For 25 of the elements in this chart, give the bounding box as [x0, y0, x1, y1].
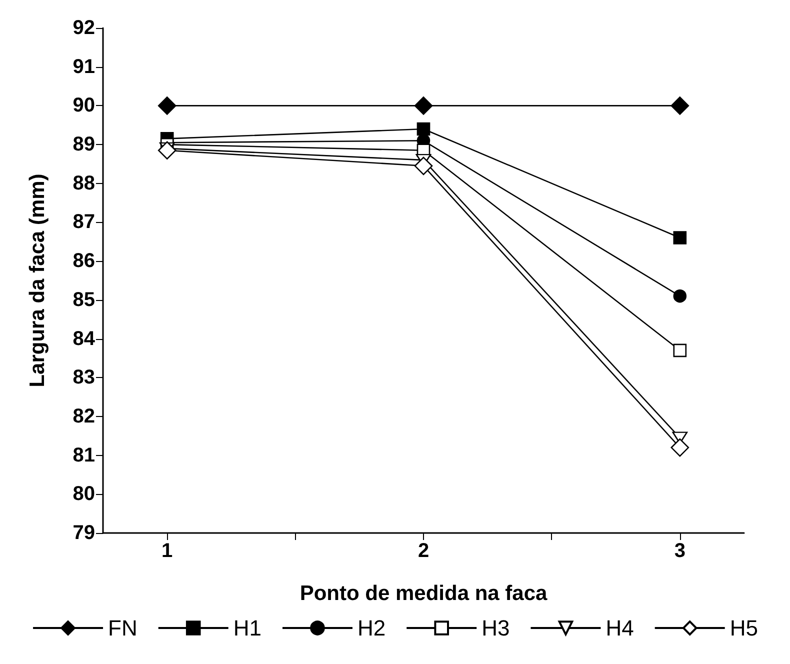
y-tick-label: 86: [72, 250, 95, 272]
legend-label: FN: [108, 616, 138, 640]
legend-label: H1: [233, 616, 262, 640]
y-tick-label: 90: [72, 94, 95, 117]
legend-label: H2: [357, 616, 386, 640]
y-tick-label: 92: [72, 17, 95, 39]
y-axis-title: Largura da faca (mm): [26, 174, 49, 388]
x-tick-label: 2: [418, 540, 430, 562]
y-tick-label: 87: [72, 211, 95, 234]
legend-label: H3: [482, 616, 510, 640]
x-axis-title: Ponto de medida na faca: [300, 582, 548, 605]
y-tick-label: 84: [72, 328, 96, 350]
y-tick-label: 79: [72, 522, 95, 544]
y-tick-label: 82: [72, 405, 95, 428]
x-tick-label: 3: [674, 540, 686, 562]
legend-label: H5: [730, 616, 758, 640]
y-tick-label: 91: [72, 56, 95, 78]
y-tick-label: 89: [72, 134, 95, 156]
y-tick-label: 80: [72, 483, 95, 506]
legend-label: H4: [606, 616, 634, 640]
y-tick-label: 85: [72, 288, 95, 311]
x-tick-label: 1: [162, 540, 173, 562]
y-tick-label: 83: [72, 366, 95, 389]
y-tick-label: 88: [72, 172, 95, 194]
y-tick-label: 81: [72, 444, 95, 466]
